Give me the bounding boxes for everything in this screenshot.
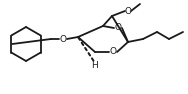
Text: O: O <box>124 6 131 16</box>
Text: O: O <box>59 34 67 44</box>
Text: O: O <box>114 24 121 33</box>
Text: H: H <box>92 61 98 70</box>
Text: O: O <box>109 47 117 56</box>
